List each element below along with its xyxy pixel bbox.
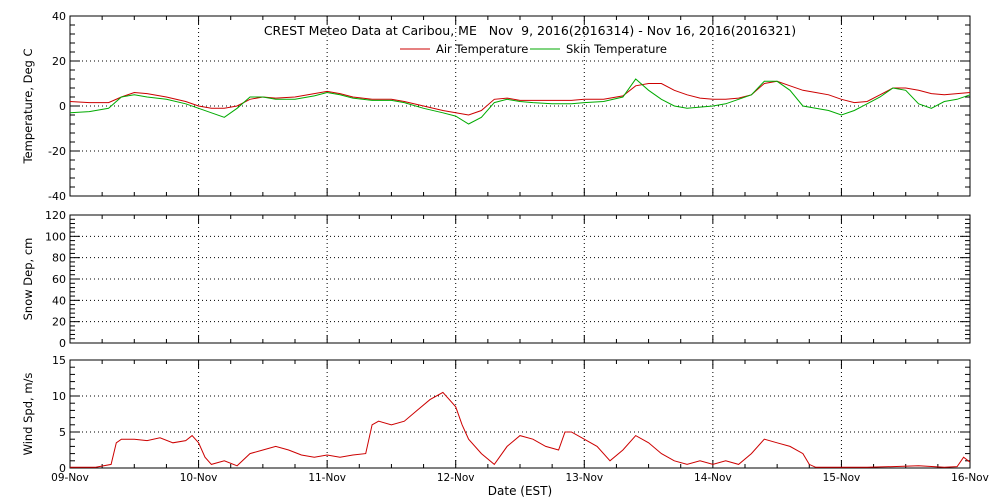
panel-2: 0 5 10 15 Wind Spd, m/s: [21, 354, 971, 475]
y-axis-label: Temperature, Deg C: [21, 48, 35, 164]
legend-entry: Air Temperature: [436, 42, 528, 56]
y-tick-label: 0: [59, 337, 66, 350]
y-tick-label: 120: [45, 209, 66, 222]
panels: -40 -20 0 20 40 Temperature, Deg C Air Tempera…: [21, 10, 989, 484]
y-tick-label: -40: [48, 190, 66, 203]
y-tick-label: 40: [52, 10, 66, 23]
x-tick-label: 11-Nov: [308, 472, 346, 484]
y-tick-label: 20: [52, 55, 66, 68]
plot-frame: [69, 359, 971, 469]
y-tick-label: -20: [48, 145, 66, 158]
panel-0: -40 -20 0 20 40 Temperature, Deg C Air Tempera…: [21, 10, 971, 203]
chart-title: CREST Meteo Data at Caribou, ME Nov 9, 2…: [264, 23, 796, 38]
y-tick-label: 5: [59, 426, 66, 439]
y-tick-label: 15: [52, 354, 66, 367]
y-tick-label: 40: [52, 294, 66, 307]
x-tick-label: 16-Nov: [951, 472, 989, 484]
panel-1: 0 20 40 60 80 100 120 Snow Dep, cm: [21, 209, 971, 350]
y-tick-label: 10: [52, 390, 66, 403]
y-tick-label: 0: [59, 100, 66, 113]
x-tick-label: 10-Nov: [180, 472, 218, 484]
legend-entry: Skin Temperature: [566, 42, 667, 56]
y-tick-label: 60: [52, 273, 66, 286]
series-line-0-0: [69, 80, 971, 116]
y-axis-label: Wind Spd, m/s: [21, 373, 35, 456]
x-tick-label: 13-Nov: [565, 472, 603, 484]
y-tick-label: 100: [45, 230, 66, 243]
x-axis-label: Date (EST): [488, 484, 552, 498]
y-tick-label: 0: [59, 462, 66, 475]
y-tick-label: 80: [52, 252, 66, 265]
x-tick-label: 15-Nov: [823, 472, 861, 484]
x-tick-label: 12-Nov: [437, 472, 475, 484]
x-tick-label: 09-Nov: [51, 472, 89, 484]
series-line-0-1: [69, 78, 971, 125]
y-axis-label: Snow Dep, cm: [21, 238, 35, 321]
series-line-2-0: [70, 391, 971, 468]
x-tick-label: 14-Nov: [694, 472, 732, 484]
y-tick-label: 20: [52, 316, 66, 329]
